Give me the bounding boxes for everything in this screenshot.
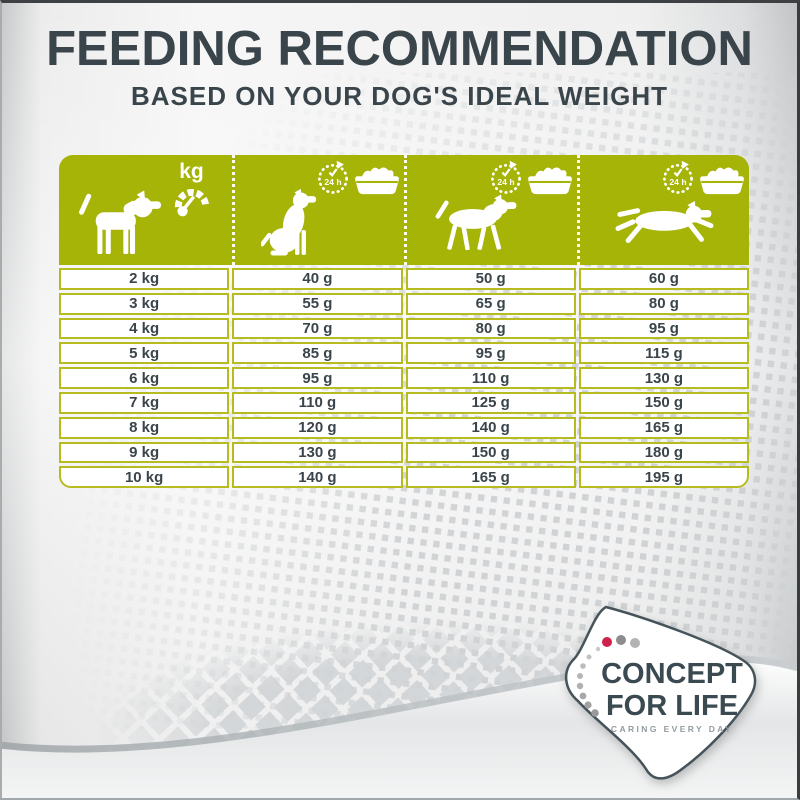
weight-cell: 2 kg [59, 268, 230, 290]
grams-cell: 150 g [405, 441, 576, 464]
kg-scale-icon: kg [166, 161, 218, 224]
page-subtitle: BASED ON YOUR DOG'S IDEAL WEIGHT [130, 81, 669, 111]
grams-cell: 95 g [578, 317, 749, 340]
grams-cell: 165 g [405, 466, 576, 489]
24h-clock-icon: 24 h [318, 160, 348, 194]
svg-text:24 h: 24 h [669, 177, 686, 187]
grams-cell: 60 g [578, 268, 749, 290]
weight-cell: 6 kg [59, 367, 230, 389]
weight-cell: 9 kg [59, 441, 230, 464]
food-bowl-icon [700, 167, 744, 195]
grams-cell: 195 g [578, 466, 749, 489]
concept-for-life-logo: CONCEPT FOR LIFE CARING EVERY DAY [565, 605, 757, 780]
dog-sitting-icon [260, 188, 316, 256]
grams-cell: 165 g [578, 416, 749, 439]
feeding-table: kg [59, 155, 749, 489]
food-bowl-icon [355, 167, 399, 195]
svg-text:24 h: 24 h [324, 177, 341, 187]
weight-cell: 4 kg [59, 317, 230, 340]
logo-pick-shape [565, 605, 757, 780]
grams-cell: 70 g [232, 317, 403, 340]
feeding-table-body: 2 kg 40 g 50 g 60 g 3 kg 55 g 65 g 80 g … [59, 268, 749, 489]
kg-label: kg [179, 160, 204, 183]
grams-cell: 95 g [405, 342, 576, 365]
weight-cell: 8 kg [59, 416, 230, 439]
grams-cell: 140 g [232, 466, 403, 489]
header-col-low-activity: 24 h [231, 155, 405, 265]
page-title: FEEDING RECOMMENDATION [46, 22, 753, 76]
grams-cell: 180 g [578, 441, 749, 464]
grams-cell: 130 g [578, 367, 749, 389]
logo-line2: FOR LIFE [606, 690, 738, 722]
header-col-high-activity: 24 h [576, 155, 750, 265]
grams-cell: 80 g [405, 317, 576, 340]
grams-cell: 125 g [405, 391, 576, 414]
dog-running-icon [614, 200, 713, 244]
svg-text:24 h: 24 h [497, 177, 514, 187]
grams-cell: 115 g [578, 342, 749, 365]
grams-cell: 65 g [405, 292, 576, 315]
grams-cell: 130 g [232, 441, 403, 464]
daily-portion-icons: 24 h [487, 159, 574, 197]
grams-cell: 110 g [405, 367, 576, 389]
grams-cell: 95 g [232, 367, 403, 389]
daily-portion-icons: 24 h [659, 159, 746, 197]
24h-clock-icon: 24 h [490, 160, 521, 194]
small-dog-standing-icon [79, 190, 161, 255]
food-bowl-icon [527, 167, 572, 195]
logo-dot-arc [576, 635, 640, 717]
grams-cell: 120 g [232, 416, 403, 439]
weight-cell: 10 kg [59, 466, 230, 489]
24h-clock-icon: 24 h [663, 160, 693, 194]
dog-trotting-icon [435, 194, 517, 251]
grams-cell: 55 g [232, 292, 403, 315]
header-col-normal-activity: 24 h [404, 155, 577, 265]
header-block: FEEDING RECOMMENDATION BASED ON YOUR DOG… [2, 3, 797, 111]
grams-cell: 150 g [578, 391, 749, 414]
weight-cell: 5 kg [59, 342, 230, 365]
weight-cell: 3 kg [59, 292, 230, 315]
daily-portion-icons: 24 h [314, 159, 401, 197]
logo-red-dot [602, 637, 612, 647]
weight-cell: 7 kg [59, 391, 230, 414]
weight-gauge-icon [174, 189, 209, 217]
grams-cell: 40 g [232, 268, 403, 290]
logo-tagline: CARING EVERY DAY [611, 724, 733, 734]
grams-cell: 85 g [232, 342, 403, 365]
grams-cell: 50 g [405, 268, 576, 290]
grams-cell: 140 g [405, 416, 576, 439]
header-col-weight: kg [59, 155, 232, 265]
logo-line1: CONCEPT [601, 658, 743, 690]
grams-cell: 110 g [232, 391, 403, 414]
grams-cell: 80 g [578, 292, 749, 315]
feeding-table-header: kg [59, 155, 749, 265]
